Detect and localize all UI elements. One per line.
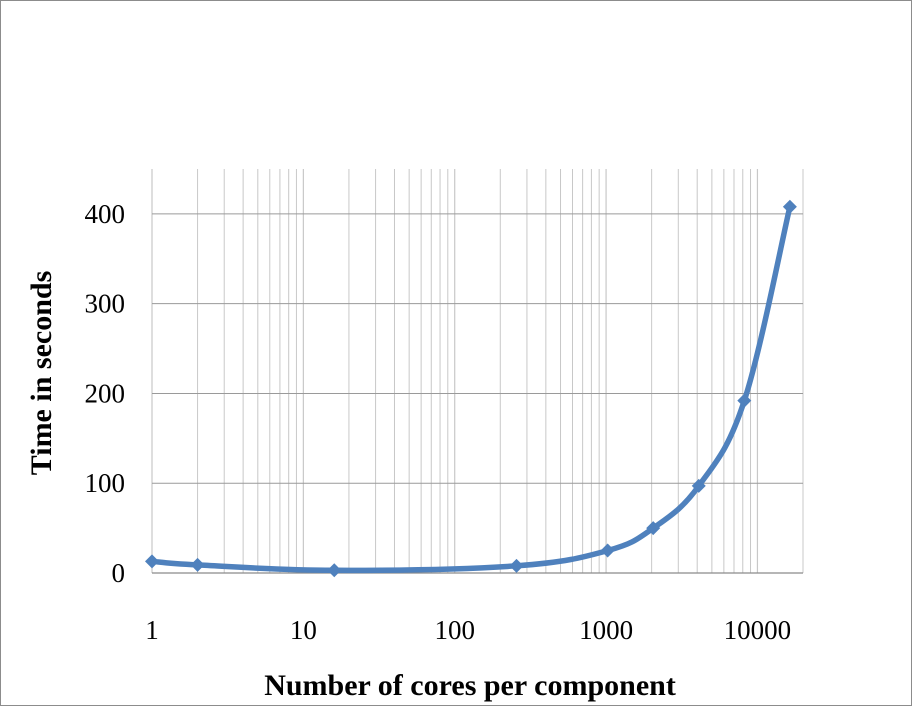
series-line [149,203,793,574]
data-point-marker [600,543,615,558]
y-tick-label: 300 [85,289,126,319]
y-tick-label: 100 [85,468,126,498]
y-tick-label: 200 [85,378,126,408]
y-tick-labels: 0 100 200 300 400 [85,199,126,588]
grid [151,169,804,574]
x-tick-labels: 1 10 100 1000 10000 [145,615,791,645]
y-tick-label: 400 [85,199,126,229]
data-point-marker [190,557,205,572]
data-point-marker [646,521,661,536]
x-axis-title: Number of cores per component [264,669,676,702]
x-tick-label: 100 [434,615,475,645]
y-axis-title: Time in seconds [25,271,58,475]
data-point-marker [327,563,342,578]
y-tick-label: 0 [112,558,126,588]
data-point-marker [737,393,752,408]
series-layer [145,199,797,578]
x-tick-label: 10 [290,615,317,645]
x-tick-label: 10000 [724,615,792,645]
x-tick-label: 1000 [579,615,633,645]
data-point-marker [145,554,159,569]
data-point-marker [782,199,797,214]
data-point-marker [691,478,706,493]
data-point-marker [509,558,524,573]
x-tick-label: 1 [145,615,159,645]
